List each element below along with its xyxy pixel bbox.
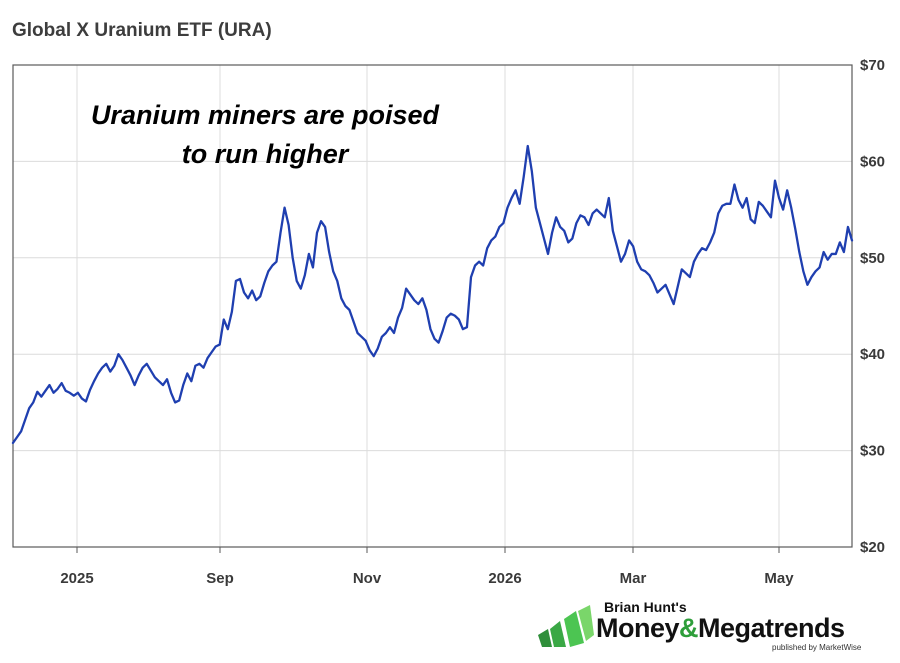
y-axis: $20 $30 $40 $50 $60 $70 [860, 57, 885, 556]
y-tick-label: $50 [860, 250, 885, 267]
x-tick-label: Mar [620, 570, 647, 587]
y-tick-label: $40 [860, 346, 885, 363]
logo-brand-money: Money [596, 613, 680, 643]
y-tick-label: $60 [860, 153, 885, 170]
price-line [11, 144, 854, 445]
y-tick-label: $30 [860, 443, 885, 460]
grid-layer [13, 65, 852, 547]
y-tick-label: $70 [860, 57, 885, 74]
x-axis: 2025 Sep Nov 2026 Mar May [60, 547, 794, 587]
logo-byline: Brian Hunt's [604, 599, 687, 615]
x-tick-label: Nov [353, 570, 382, 587]
x-tick-label: 2026 [488, 570, 521, 587]
logo-brand-amp: & [679, 613, 699, 643]
x-tick-label: Sep [206, 570, 234, 587]
line-chart: $20 $30 $40 $50 $60 $70 2025 Sep Nov 2026 Mar May [11, 57, 885, 587]
chart-title: Global X Uranium ETF (URA) [12, 20, 272, 41]
annotation-line-2: to run higher [181, 139, 349, 169]
logo-brand: Money&Megatrends [596, 613, 845, 644]
logo-publisher: published by MarketWise [772, 643, 862, 652]
plot-frame [12, 64, 853, 548]
rising-bars-logo-icon [538, 605, 594, 647]
logo-brand-megatrends: Megatrends [698, 613, 845, 643]
chart-annotation: Uranium miners are poised to run higher [60, 96, 470, 174]
x-tick-label: May [764, 570, 794, 587]
x-tick-label: 2025 [60, 570, 93, 587]
money-megatrends-logo: Brian Hunt's Money&Megatrends published … [538, 599, 888, 655]
y-tick-label: $20 [860, 539, 885, 556]
annotation-line-1: Uranium miners are poised [90, 100, 440, 130]
